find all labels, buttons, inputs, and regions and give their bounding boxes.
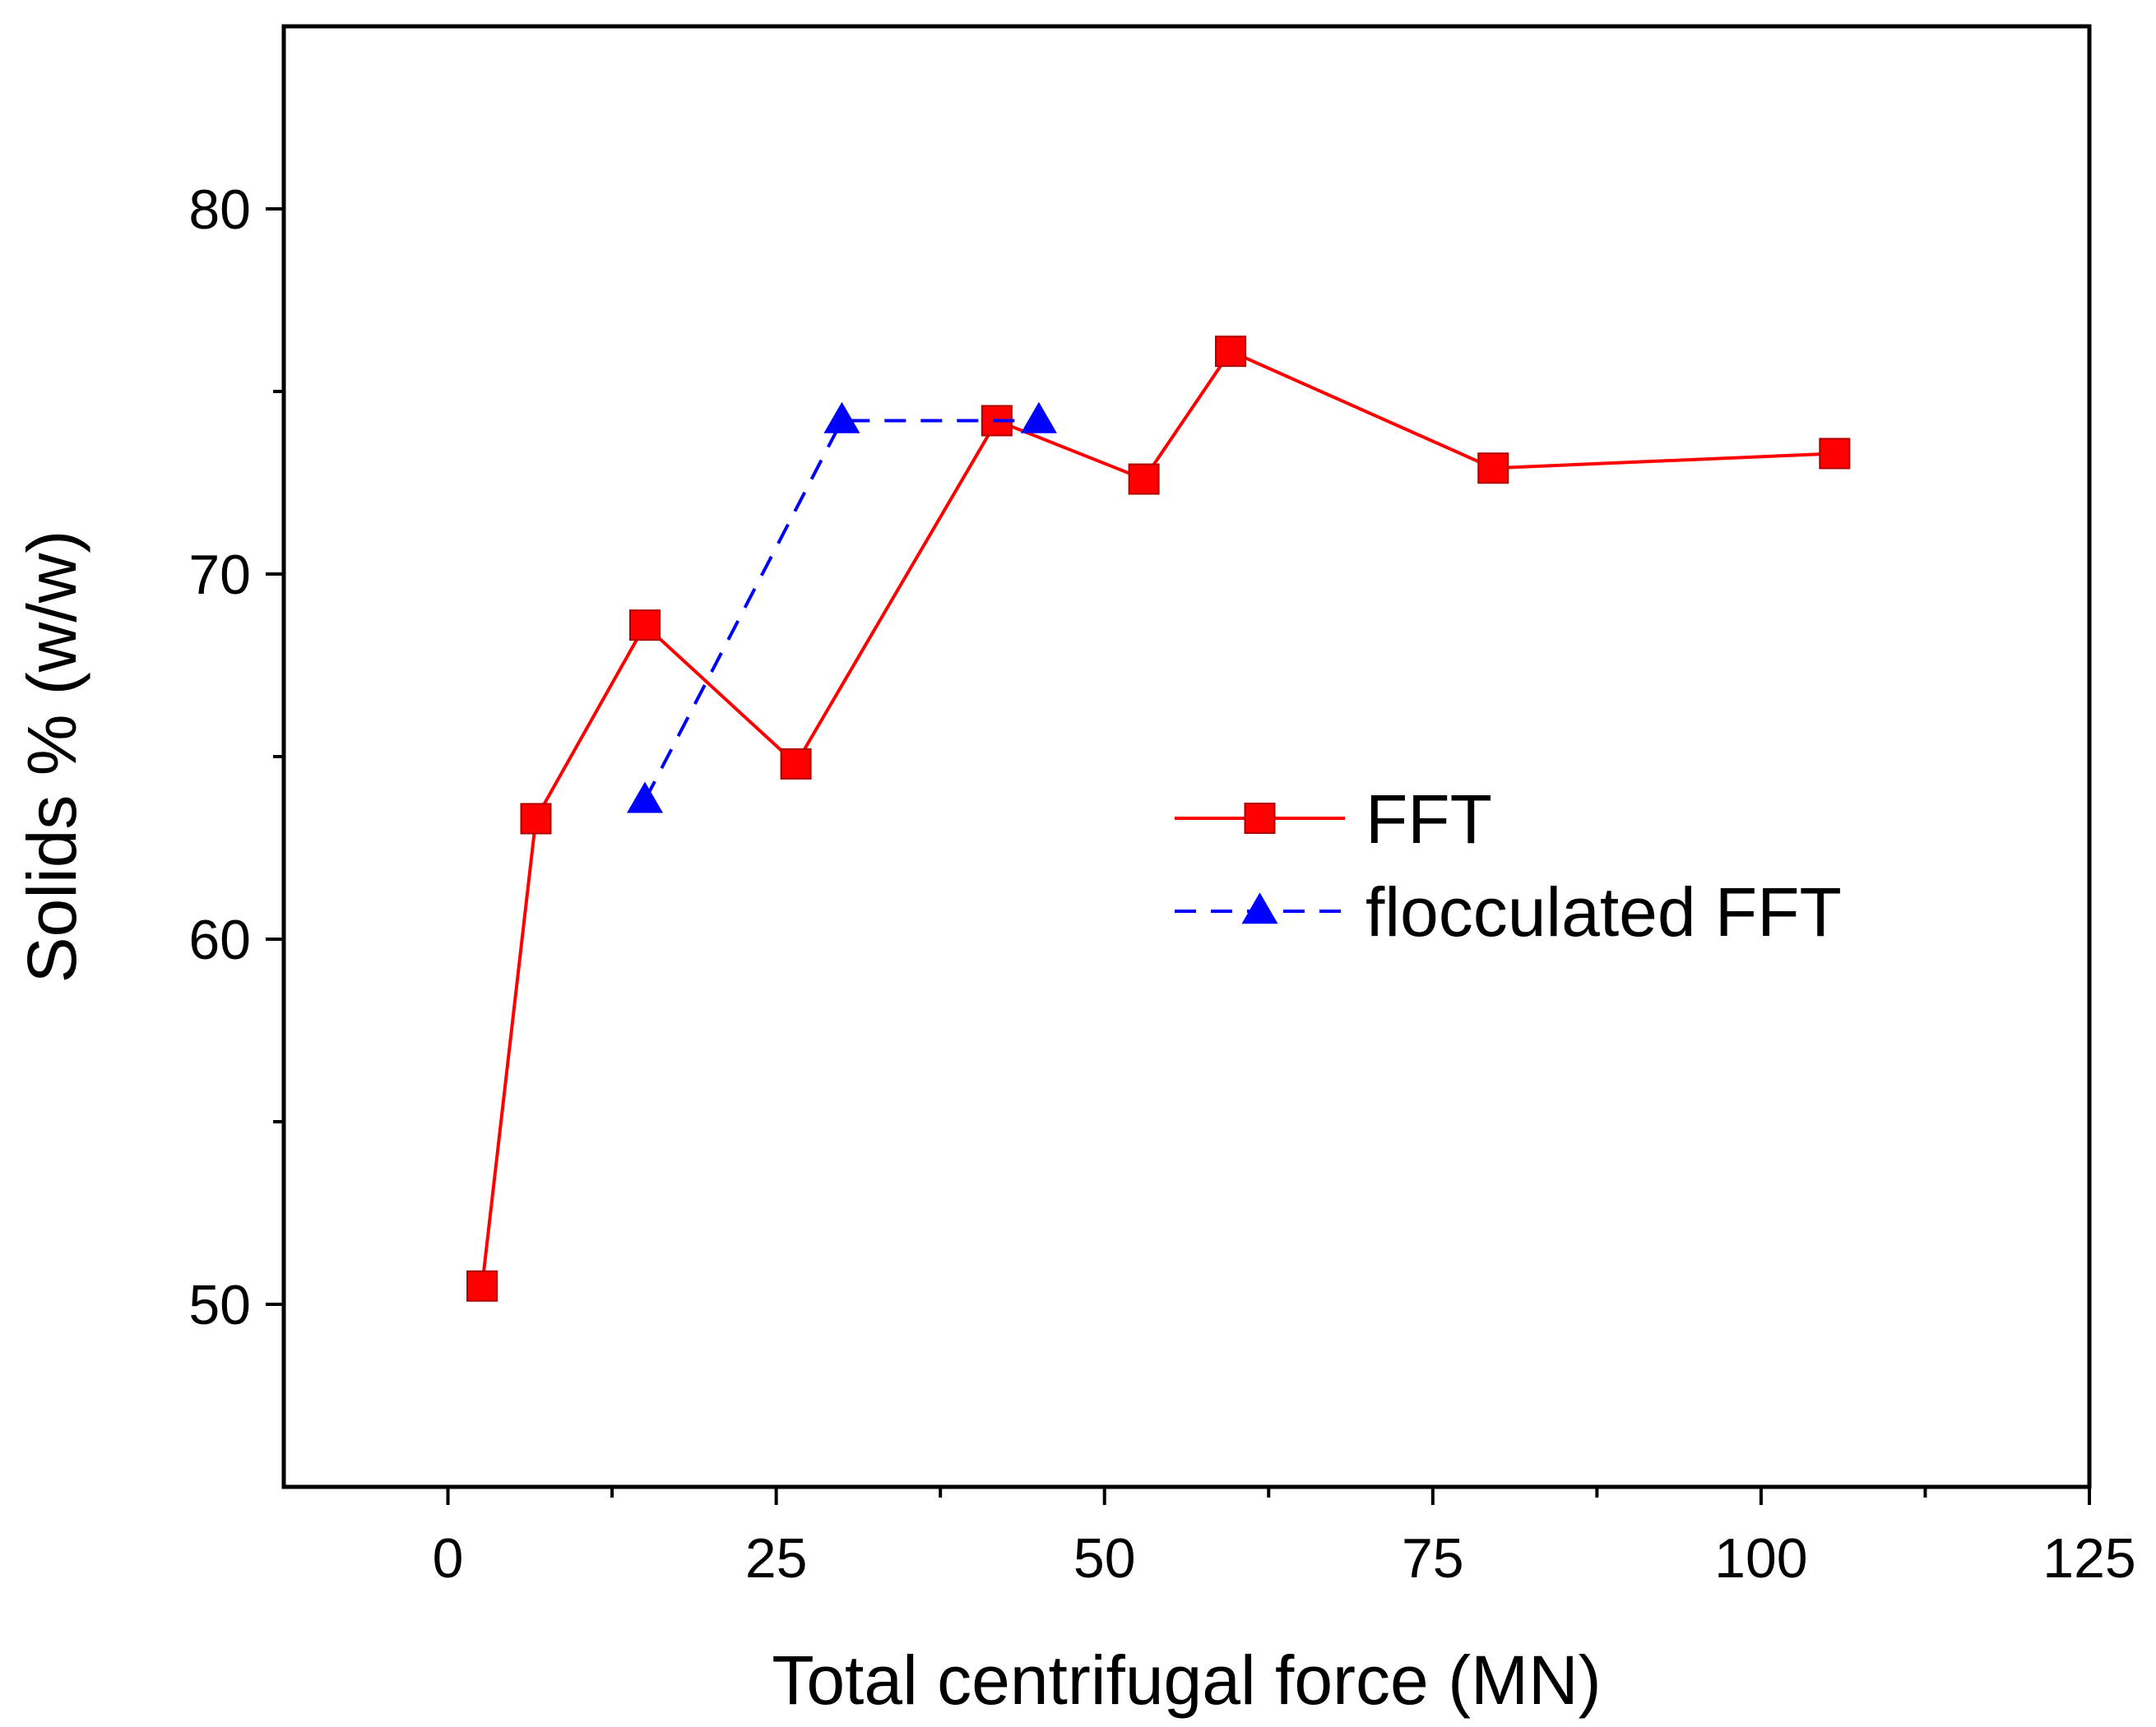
series-line-flocculated-fft [643, 419, 1039, 802]
data-point-fft [629, 609, 661, 641]
data-point-fft [466, 1270, 498, 1302]
data-point-flocculated-fft [627, 781, 663, 813]
legend: FFT flocculated FFT [1175, 780, 1842, 951]
y-axis-title: Solids % (w/w) [13, 530, 90, 984]
legend-label-fft: FFT [1365, 780, 1492, 858]
x-tick-label: 50 [1073, 1527, 1136, 1590]
data-point-flocculated-fft [823, 401, 860, 433]
legend-marker-fft [1244, 803, 1276, 834]
data-point-flocculated-fft [1020, 401, 1057, 433]
data-point-fft [520, 803, 552, 835]
series-flocculated-fft [627, 401, 1057, 813]
legend-label-flocculated-fft: flocculated FFT [1365, 873, 1842, 951]
data-point-fft [1819, 438, 1851, 470]
x-tick-label: 25 [745, 1527, 808, 1590]
data-point-fft [1477, 452, 1509, 484]
data-point-fft [1128, 463, 1160, 495]
y-tick-label: 70 [188, 544, 251, 606]
series-layer [466, 336, 1851, 1302]
x-tick-label: 0 [433, 1527, 464, 1590]
plot-axes: 0 25 50 75 100 125 50 60 70 80 [188, 24, 2136, 1590]
legend-marker-flocculated-fft [1241, 892, 1278, 924]
x-axis-title: Total centrifugal force (MN) [772, 1641, 1601, 1719]
y-tick-label: 60 [188, 909, 251, 971]
x-tick-label: 75 [1402, 1527, 1464, 1590]
data-point-fft [780, 748, 812, 780]
y-tick-label: 50 [188, 1274, 251, 1336]
data-point-fft [1214, 336, 1246, 368]
x-tick-label: 125 [2042, 1527, 2135, 1590]
x-tick-label: 100 [1714, 1527, 1807, 1590]
y-tick-label: 80 [188, 178, 251, 241]
